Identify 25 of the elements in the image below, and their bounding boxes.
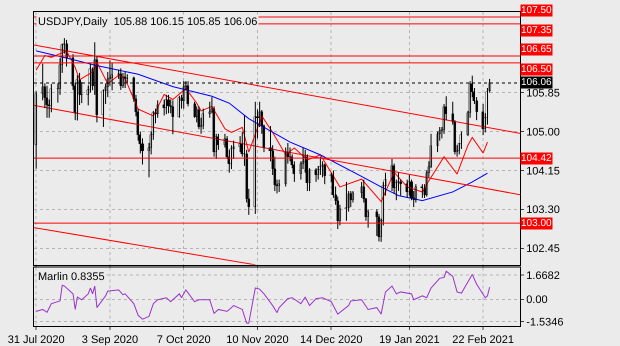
line-series xyxy=(36,270,490,324)
x-tick-label: 14 Dec 2020 xyxy=(300,334,362,346)
ref-line-label: 106.65 xyxy=(521,44,552,55)
x-tick-label: 31 Jul 2020 xyxy=(8,334,65,346)
y-tick-label: 105.85 xyxy=(526,87,560,100)
y-tick-label: 0.00 xyxy=(526,294,548,306)
chart-title: Marlin 0.8355 xyxy=(38,271,105,283)
ref-line-label: 106.06 xyxy=(521,77,552,88)
ref-line-label: 104.42 xyxy=(521,153,552,164)
x-tick-label: 22 Feb 2021 xyxy=(452,334,514,346)
y-tick-label: 103.30 xyxy=(526,204,560,216)
ref-line-label: 107.35 xyxy=(521,25,552,36)
x-tick-label: 3 Sep 2020 xyxy=(82,334,138,346)
chart-title: USDJPY,Daily 105.88 106.15 105.85 106.06 xyxy=(38,16,258,28)
y-tick-label: 104.15 xyxy=(526,165,560,178)
x-tick-label: 7 Oct 2020 xyxy=(156,334,211,346)
y-tick-label: 1.6682 xyxy=(526,270,560,282)
ref-line-label: 103.00 xyxy=(521,218,552,229)
ref-line-label: 106.50 xyxy=(521,64,552,75)
ref-line-label: 107.50 xyxy=(521,5,552,16)
y-tick-label: 102.45 xyxy=(526,243,560,256)
x-tick-label: 19 Jan 2021 xyxy=(379,334,440,346)
y-tick-label: -1.5346 xyxy=(526,316,564,328)
x-tick-label: 10 Nov 2020 xyxy=(226,334,289,346)
y-tick-label: 105.00 xyxy=(526,126,560,138)
